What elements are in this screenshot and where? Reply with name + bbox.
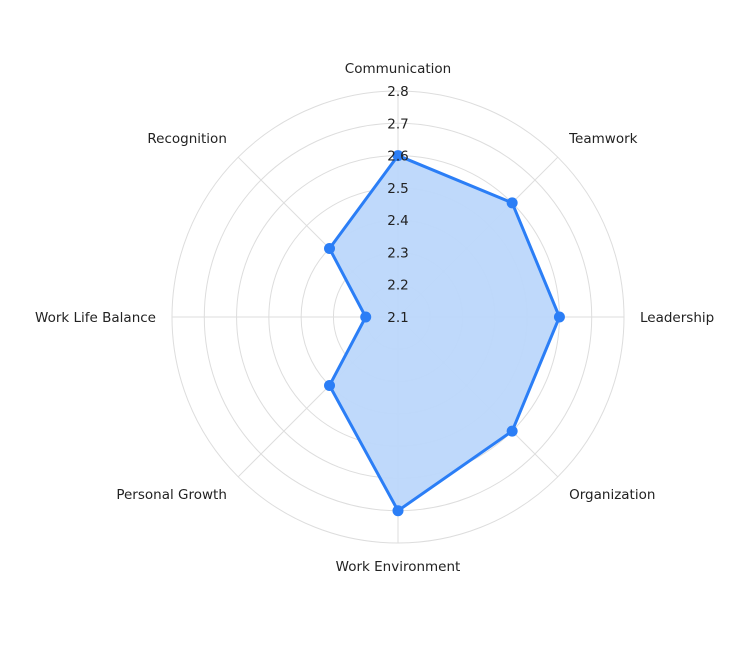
radial-tick-label: 2.3 [387,245,408,261]
series-layer [324,150,565,517]
radial-tick-label: 2.8 [387,84,408,100]
category-label-organization: Organization [569,487,655,503]
series-area [328,154,561,513]
category-label-personal-growth: Personal Growth [116,487,227,503]
category-label-recognition: Recognition [147,131,227,147]
category-label-leadership: Leadership [640,310,714,326]
radial-tick-label: 2.6 [387,149,408,165]
data-point-organization [506,425,518,437]
radial-tick-label: 2.4 [387,213,408,229]
data-point-recognition [324,243,336,255]
angular-labels: Communication Teamwork Leadership Organizat… [35,61,714,575]
data-point-personal-growth [324,379,336,391]
radial-tick-label: 2.5 [387,181,408,197]
data-point-work-life-balance [360,311,372,323]
data-point-communication [392,150,404,162]
category-label-work-life-balance: Work Life Balance [35,310,156,326]
radial-tick-label: 2.7 [387,116,408,132]
data-point-teamwork [506,197,518,209]
data-point-leadership [553,311,565,323]
category-label-teamwork: Teamwork [568,131,638,147]
radial-tick-label: 2.1 [387,310,408,326]
radial-tick-label: 2.2 [387,278,408,294]
category-label-work-environment: Work Environment [336,559,461,575]
radial-tick-labels: 2.1 2.2 2.3 2.4 2.5 2.6 2.7 2.8 [387,84,408,326]
category-label-communication: Communication [345,61,451,77]
data-point-work-environment [392,505,404,517]
